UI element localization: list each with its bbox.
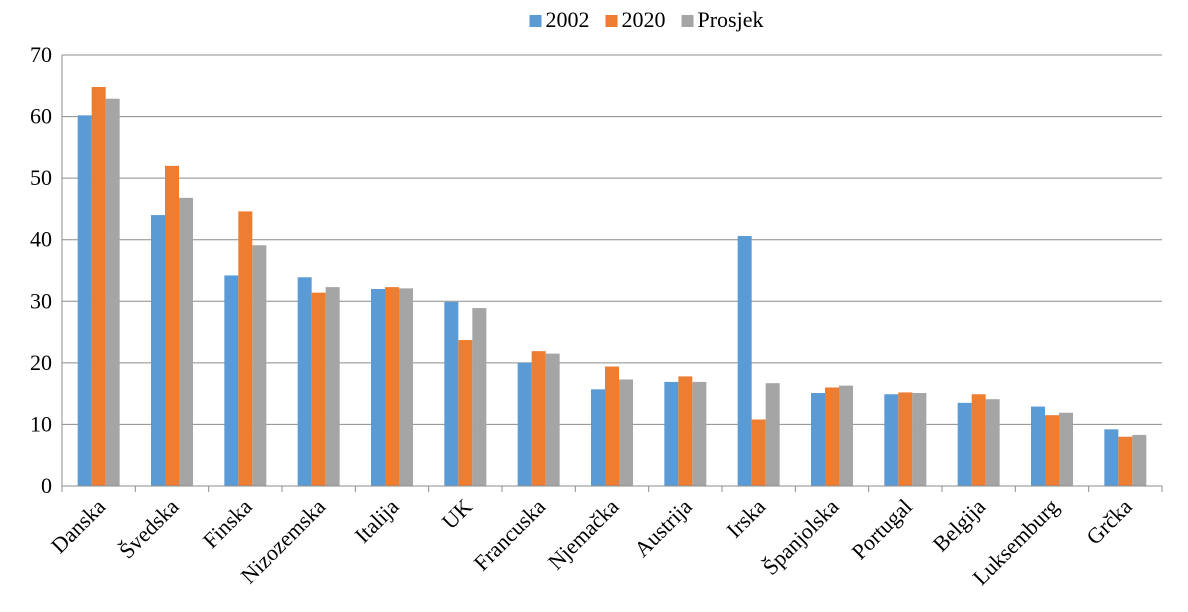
bar-prosjek-5 [472,308,487,486]
bar-2020-5 [458,340,473,486]
bar-2002-6 [517,362,532,486]
bar-2002-3 [297,277,312,486]
bar-2002-9 [737,236,752,486]
y-tick-label: 60 [30,104,52,129]
category-label: Grčka [1081,494,1137,550]
bar-2002-5 [444,301,459,486]
category-label: Belgija [928,494,991,557]
y-tick-label: 50 [30,165,52,190]
category-label: Irska [721,494,770,543]
bar-2002-11 [884,394,899,486]
legend-label-2020: 2020 [622,7,666,32]
category-label: Njemačka [543,494,624,575]
legend: 2002 2020 Prosjek [529,7,764,32]
bar-2002-13 [1031,406,1045,486]
category-label: Italija [350,494,404,548]
y-tick-label: 70 [30,42,52,67]
bar-prosjek-0 [105,98,120,487]
bar-prosjek-9 [765,383,780,486]
bar-prosjek-6 [545,353,560,486]
bar-2020-14 [1118,436,1133,486]
bar-2020-10 [825,387,839,486]
bar-prosjek-12 [985,399,1000,486]
bars [77,87,1147,487]
y-tick-label: 20 [30,350,52,375]
y-tick-label: 0 [41,473,52,498]
category-label: Austrija [629,494,697,562]
bar-prosjek-8 [692,381,707,486]
category-label: Španjolska [758,494,844,580]
bar-2002-7 [591,389,605,486]
category-label: Švedska [114,494,184,564]
bar-prosjek-10 [839,385,853,486]
y-tick-label: 30 [30,288,52,313]
legend-swatch-2002 [529,15,542,27]
y-tick-label: 10 [30,411,52,436]
bar-prosjek-3 [325,287,340,486]
category-label: UK [437,494,477,534]
bar-2020-0 [91,87,106,486]
category-label: Danska [46,494,110,558]
category-label: Portugal [846,494,916,564]
bar-2002-10 [811,393,825,486]
category-label: Francuska [469,494,551,576]
bar-2020-13 [1045,415,1059,486]
legend-swatch-prosjek [681,15,694,27]
bar-prosjek-11 [912,393,927,486]
bar-prosjek-7 [619,379,633,486]
bar-2020-3 [311,292,326,486]
bar-prosjek-13 [1059,412,1073,486]
bar-2002-8 [664,381,679,486]
bar-2002-4 [371,288,385,486]
bar-2020-12 [971,394,986,486]
legend-label-prosjek: Prosjek [698,7,764,32]
category-label: Finska [198,494,257,553]
bar-2020-6 [531,351,546,486]
bar-2020-2 [238,211,253,487]
legend-label-2002: 2002 [546,7,590,32]
bar-2002-0 [77,115,92,486]
legend-swatch-2020 [605,15,618,27]
bar-2020-1 [165,165,179,487]
bar-prosjek-1 [179,197,193,487]
bar-2020-7 [605,366,619,486]
bar-2020-4 [385,287,399,486]
bar-2002-14 [1104,429,1119,486]
bar-2020-8 [678,376,693,486]
bar-2002-2 [224,275,239,486]
bar-prosjek-14 [1132,434,1147,486]
axes [61,55,1163,492]
y-tick-labels: 0 10 20 30 40 50 60 70 [30,42,52,498]
y-tick-label: 40 [30,227,52,252]
bar-prosjek-2 [252,245,267,486]
bar-2020-9 [751,419,766,486]
bar-2002-12 [957,402,972,486]
bar-prosjek-4 [399,288,413,486]
bar-2020-11 [898,392,913,486]
bar-2002-1 [151,215,165,487]
